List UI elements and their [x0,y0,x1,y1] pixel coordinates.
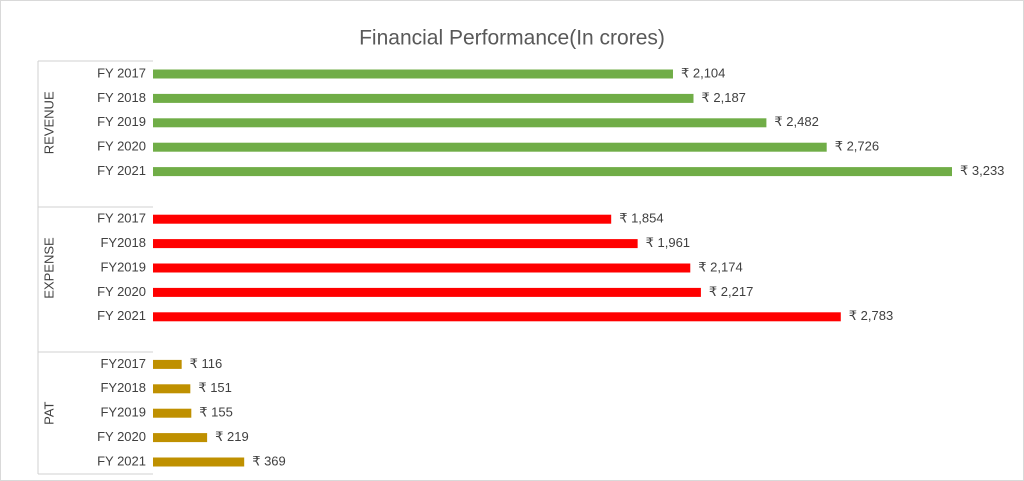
bar [153,359,182,369]
y-tick-label: FY2018 [100,235,146,250]
bar [153,408,192,418]
group-label: PAT [41,401,56,424]
value-label: ₹ 2,174 [698,259,742,274]
value-label: ₹ 369 [252,453,286,468]
bar [153,93,694,103]
chart-title: Financial Performance(In crores) [359,27,665,50]
bar [153,457,245,467]
bar [153,433,208,443]
bar [153,287,701,297]
bar [153,214,612,224]
bar [153,239,638,249]
bar [153,263,691,273]
y-tick-label: FY 2021 [97,308,146,323]
bar [153,312,841,322]
value-label: ₹ 155 [199,405,233,420]
group-label: REVENUE [41,91,56,154]
value-label: ₹ 2,217 [709,284,753,299]
y-tick-label: FY2019 [100,259,146,274]
y-tick-label: FY 2020 [97,284,146,299]
y-tick-label: FY2018 [100,380,146,395]
y-tick-label: FY 2021 [97,163,146,178]
value-label: ₹ 2,726 [835,139,879,154]
value-label: ₹ 219 [215,429,249,444]
bar [153,118,767,128]
bar [153,69,673,79]
value-label: ₹ 3,233 [960,163,1004,178]
value-label: ₹ 2,104 [681,65,725,80]
value-label: ₹ 1,961 [646,235,690,250]
y-tick-label: FY 2017 [97,65,146,80]
value-label: ₹ 151 [198,380,232,395]
bar [153,142,827,152]
value-label: ₹ 1,854 [619,211,663,226]
value-label: ₹ 116 [190,356,223,371]
bar [153,384,191,394]
y-tick-label: FY2019 [100,405,146,420]
y-tick-label: FY 2021 [97,453,146,468]
group-label: EXPENSE [41,237,56,299]
y-tick-label: FY2017 [100,356,146,371]
y-tick-label: FY 2020 [97,429,146,444]
value-label: ₹ 2,187 [701,90,745,105]
value-label: ₹ 2,783 [849,308,893,323]
y-tick-label: FY 2019 [97,114,146,129]
y-tick-label: FY 2020 [97,139,146,154]
bar [153,167,952,177]
y-tick-label: FY 2018 [97,90,146,105]
value-label: ₹ 2,482 [774,114,818,129]
y-tick-label: FY 2017 [97,211,146,226]
